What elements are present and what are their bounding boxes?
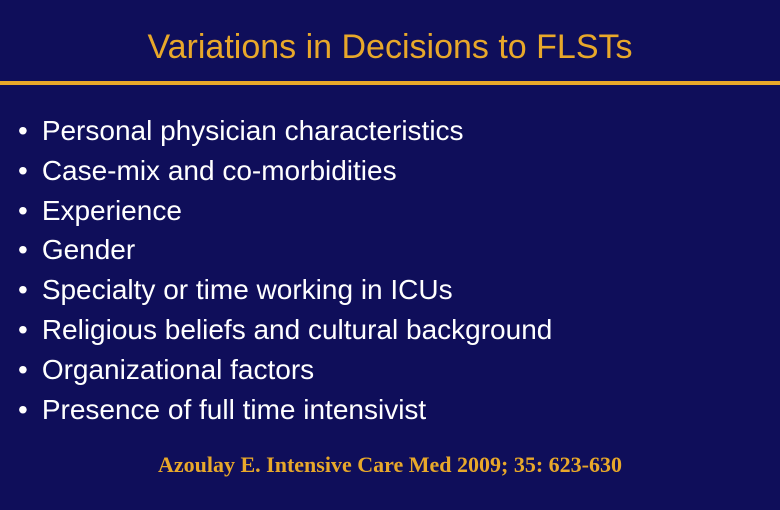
list-item: • Case-mix and co-morbidities (18, 153, 762, 189)
bullet-text: Religious beliefs and cultural backgroun… (42, 312, 762, 348)
bullet-text: Specialty or time working in ICUs (42, 272, 762, 308)
bullet-text: Gender (42, 232, 762, 268)
bullet-icon: • (18, 272, 28, 308)
bullet-icon: • (18, 392, 28, 428)
list-item: • Personal physician characteristics (18, 113, 762, 149)
bullet-icon: • (18, 153, 28, 189)
bullet-list: • Personal physician characteristics • Case… (18, 113, 762, 428)
bullet-icon: • (18, 312, 28, 348)
list-item: • Organizational factors (18, 352, 762, 388)
list-item: • Religious beliefs and cultural backgrou… (18, 312, 762, 348)
bullet-icon: • (18, 352, 28, 388)
bullet-text: Organizational factors (42, 352, 762, 388)
list-item: • Gender (18, 232, 762, 268)
bullet-text: Case-mix and co-morbidities (42, 153, 762, 189)
list-item: • Experience (18, 193, 762, 229)
bullet-text: Presence of full time intensivist (42, 392, 762, 428)
bullet-icon: • (18, 193, 28, 229)
citation: Azoulay E. Intensive Care Med 2009; 35: … (18, 452, 762, 478)
slide-body: • Personal physician characteristics • Case… (0, 85, 780, 478)
bullet-icon: • (18, 232, 28, 268)
list-item: • Presence of full time intensivist (18, 392, 762, 428)
bullet-text: Personal physician characteristics (42, 113, 762, 149)
slide-title: Variations in Decisions to FLSTs (0, 0, 780, 81)
bullet-text: Experience (42, 193, 762, 229)
bullet-icon: • (18, 113, 28, 149)
slide: Variations in Decisions to FLSTs • Person… (0, 0, 780, 510)
list-item: • Specialty or time working in ICUs (18, 272, 762, 308)
